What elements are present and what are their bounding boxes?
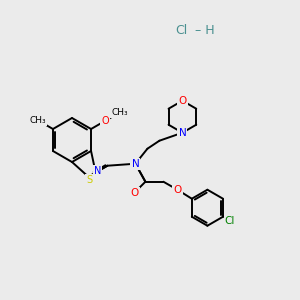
Text: Cl: Cl bbox=[175, 23, 187, 37]
Text: N: N bbox=[178, 128, 186, 138]
Text: S: S bbox=[86, 175, 92, 185]
Text: O: O bbox=[178, 96, 187, 106]
Text: O: O bbox=[101, 116, 109, 126]
Text: N: N bbox=[131, 159, 139, 169]
Text: Cl: Cl bbox=[225, 216, 235, 226]
Text: CH₃: CH₃ bbox=[30, 116, 46, 125]
Text: CH₃: CH₃ bbox=[111, 108, 128, 117]
Text: – H: – H bbox=[191, 23, 214, 37]
Text: N: N bbox=[94, 166, 101, 176]
Text: O: O bbox=[130, 188, 139, 198]
Text: O: O bbox=[173, 185, 181, 195]
